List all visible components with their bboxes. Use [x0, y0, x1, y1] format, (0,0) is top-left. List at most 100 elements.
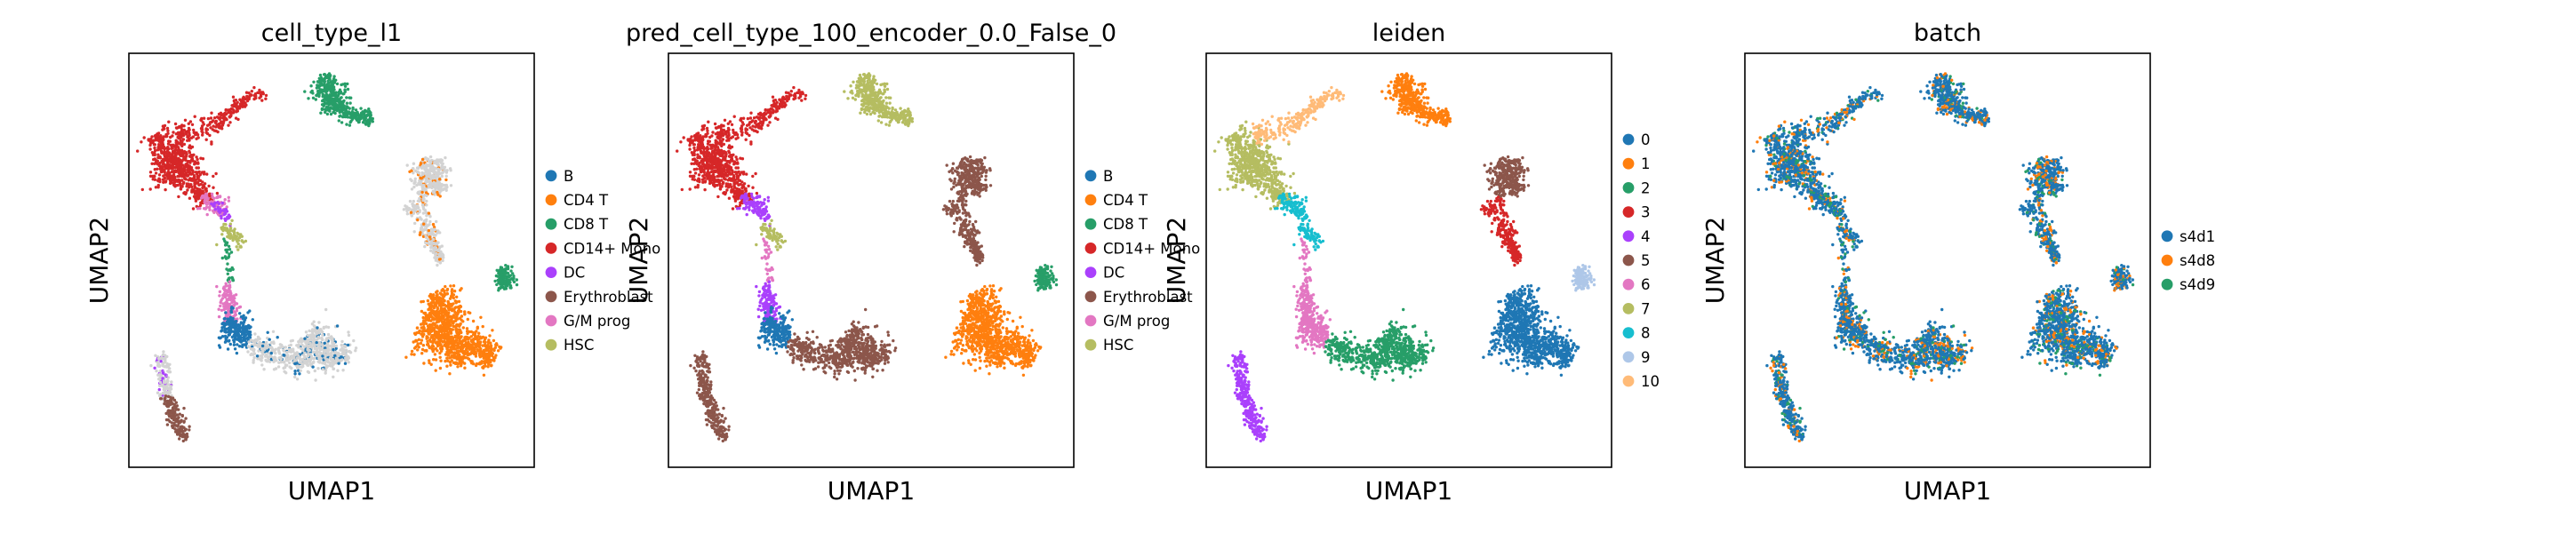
scatter-point: [454, 306, 458, 309]
scatter-points: [676, 72, 1059, 443]
scatter-point: [325, 358, 330, 362]
scatter-point: [168, 178, 172, 181]
legend-item-g-m-prog: G/M prog: [545, 313, 630, 330]
scatter-point: [221, 302, 225, 306]
scatter-point: [177, 195, 180, 199]
scatter-point: [236, 330, 241, 333]
scatter-point: [253, 97, 257, 100]
scatter-point: [449, 314, 452, 318]
scatter-point: [440, 244, 444, 248]
scatter-point: [479, 315, 483, 319]
scatter-point: [210, 111, 213, 115]
scatter-point: [451, 293, 454, 298]
scatter-point: [440, 300, 444, 305]
scatter-point: [162, 161, 165, 165]
scatter-point: [418, 199, 421, 203]
scatter-point: [283, 360, 286, 364]
scatter-point: [220, 227, 224, 231]
scatter-point: [290, 347, 293, 352]
scatter-point: [156, 134, 160, 138]
scatter-point: [436, 185, 441, 189]
scatter-point: [509, 269, 513, 273]
scatter-point: [224, 311, 228, 314]
scatter-point: [228, 323, 233, 327]
scatter-point: [180, 413, 184, 418]
scatter-point: [478, 354, 482, 357]
scatter-point: [430, 323, 434, 327]
scatter-point: [238, 312, 242, 315]
scatter-point: [476, 338, 479, 342]
scatter-point: [235, 306, 239, 311]
scatter-point: [164, 166, 167, 171]
scatter-point: [213, 121, 218, 124]
scatter-point: [226, 108, 230, 112]
scatter-point: [287, 361, 292, 365]
scatter-point: [450, 354, 454, 358]
scatter-point: [173, 159, 177, 163]
scatter-point: [157, 162, 162, 165]
scatter-point: [340, 355, 343, 359]
scatter-point: [179, 139, 182, 142]
scatter-point: [345, 109, 348, 114]
legend-label: CD8 T: [564, 216, 609, 233]
scatter-point: [166, 379, 170, 383]
scatter-point: [410, 353, 413, 356]
scatter-point: [176, 183, 180, 187]
scatter-point: [312, 344, 316, 347]
scatter-point: [223, 227, 227, 231]
scatter-point: [289, 339, 293, 343]
scatter-point: [195, 155, 198, 159]
scatter-point: [226, 217, 229, 220]
scatter-point: [212, 124, 215, 128]
scatter-point: [236, 117, 240, 122]
scatter-point: [433, 305, 436, 308]
scatter-point: [329, 80, 333, 84]
scatter-point: [329, 356, 332, 360]
scatter-point: [205, 212, 209, 217]
scatter-point: [236, 240, 239, 243]
scatter-point: [412, 167, 415, 171]
scatter-point: [178, 412, 181, 416]
scatter-point: [682, 136, 685, 139]
scatter-point: [269, 341, 274, 345]
scatter-point: [248, 326, 252, 330]
scatter-point: [168, 139, 172, 143]
scatter-point: [436, 174, 439, 179]
scatter-point: [417, 338, 420, 341]
scatter-point: [358, 115, 362, 119]
scatter-point: [153, 175, 156, 179]
scatter-point: [205, 172, 209, 176]
scatter-point: [161, 143, 165, 147]
scatter-point: [735, 157, 739, 162]
scatter-point: [188, 120, 193, 123]
scatter-point: [169, 175, 172, 179]
scatter-point: [253, 343, 258, 346]
scatter-point: [198, 203, 203, 207]
scatter-point: [466, 331, 469, 336]
scatter-point: [179, 131, 182, 134]
scatter-point: [688, 147, 692, 151]
scatter-point: [332, 100, 336, 104]
scatter-point: [156, 179, 160, 182]
scatter-point: [429, 319, 433, 322]
scatter-point: [220, 326, 224, 330]
scatter-point: [220, 256, 224, 260]
scatter-point: [237, 323, 241, 328]
scatter-point: [343, 84, 348, 88]
scatter-point: [484, 360, 487, 364]
scatter-point: [449, 336, 453, 339]
scatter-point: [438, 182, 442, 187]
scatter-point: [469, 344, 473, 347]
scatter-point: [258, 88, 261, 92]
scatter-point: [307, 344, 311, 347]
scatter-point: [500, 273, 504, 276]
scatter-point: [429, 183, 433, 187]
scatter-point: [154, 171, 158, 175]
scatter-point: [153, 157, 156, 161]
scatter-point: [200, 116, 204, 121]
scatter-point: [331, 338, 334, 342]
scatter-point: [436, 167, 440, 171]
scatter-point: [295, 378, 300, 381]
scatter-point: [188, 149, 191, 153]
